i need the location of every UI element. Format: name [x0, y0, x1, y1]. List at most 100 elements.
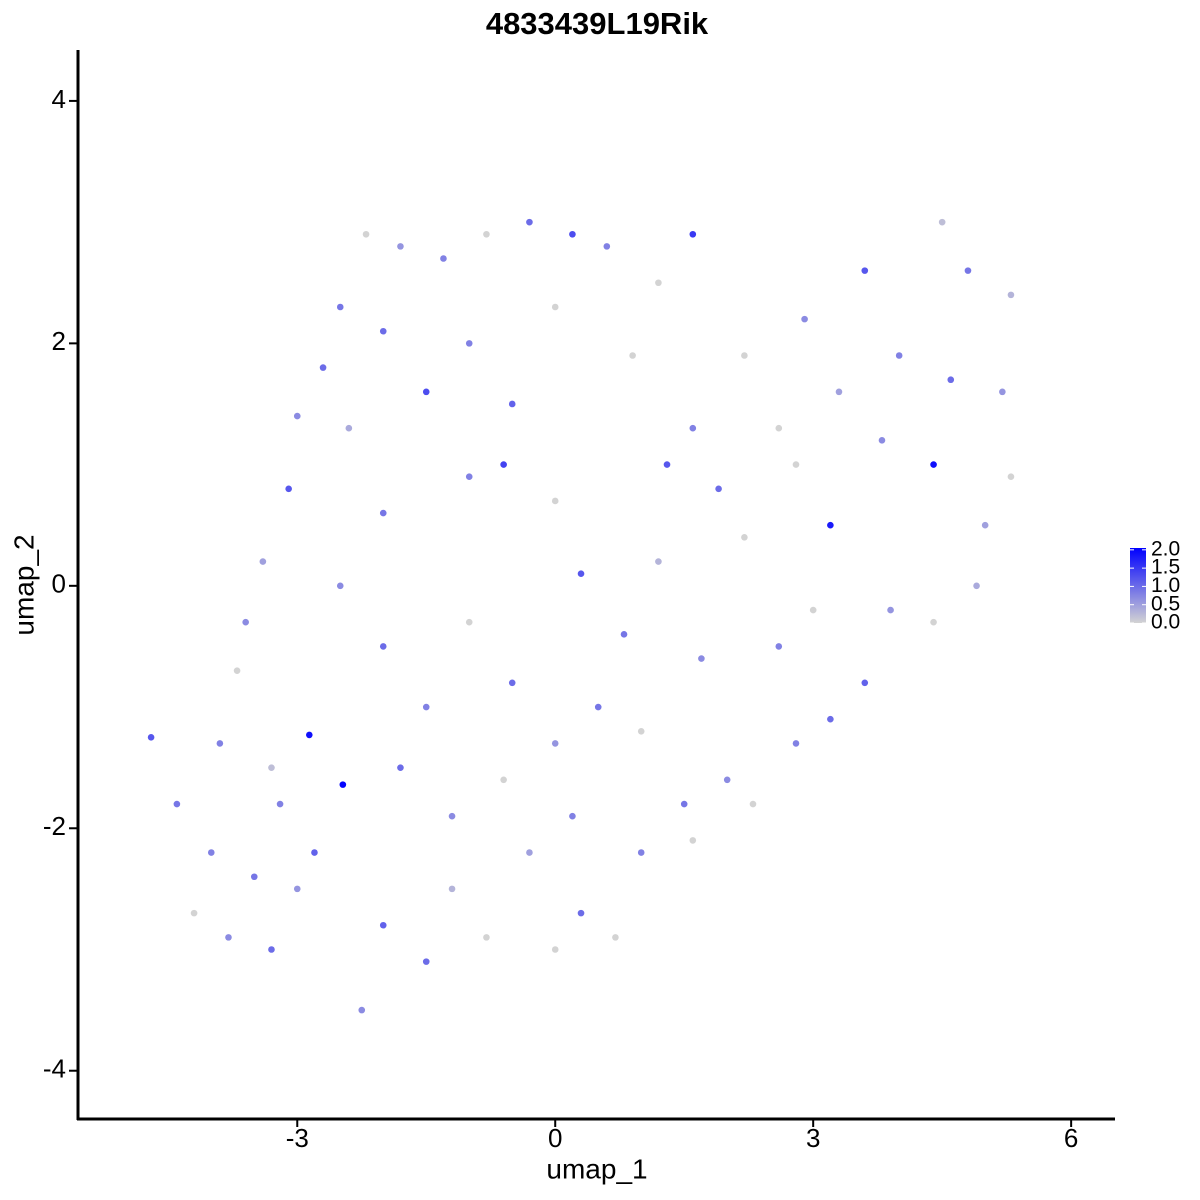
point [775, 643, 783, 650]
y-tick-label: 0 [52, 569, 66, 599]
point [749, 800, 757, 808]
point [895, 352, 903, 359]
point [190, 909, 198, 917]
point [569, 812, 576, 820]
x-axis-title: umap_1 [546, 1153, 647, 1184]
point [293, 885, 301, 893]
point [397, 243, 404, 250]
point [379, 921, 387, 929]
point [809, 606, 817, 614]
point [526, 849, 533, 856]
point [500, 461, 507, 468]
point [827, 715, 834, 723]
point [930, 461, 937, 468]
point [612, 934, 619, 941]
point [551, 946, 559, 953]
point [887, 606, 894, 614]
point [173, 800, 181, 808]
point [526, 218, 533, 226]
point [448, 812, 456, 820]
point [216, 740, 224, 747]
point [577, 570, 585, 577]
point [637, 849, 645, 856]
y-axis-title: umap_2 [8, 534, 39, 635]
point [551, 740, 559, 747]
point [422, 958, 430, 965]
colorbar-label: 1.5 [1151, 556, 1180, 579]
point [233, 667, 241, 674]
point [147, 734, 155, 741]
point [207, 849, 215, 856]
point [336, 303, 344, 311]
point [465, 618, 473, 626]
point [1007, 473, 1015, 481]
colorbar-label: 0.5 [1151, 592, 1180, 615]
colorbar [1130, 548, 1146, 623]
point [878, 437, 886, 444]
point [448, 885, 456, 893]
point [508, 400, 516, 408]
x-tick-label: 6 [1064, 1123, 1078, 1153]
point [861, 679, 869, 687]
point [1007, 291, 1015, 299]
x-tick-label: -3 [286, 1123, 309, 1153]
chart-title: 4833439L19Rik [486, 6, 709, 41]
point [689, 424, 697, 432]
point [293, 412, 301, 420]
point [268, 764, 275, 771]
point [981, 521, 989, 529]
point [698, 655, 705, 662]
point [345, 424, 353, 432]
point [741, 352, 748, 359]
point [500, 776, 507, 784]
point [569, 230, 576, 238]
point [620, 631, 628, 638]
point [362, 230, 370, 238]
point [465, 340, 473, 347]
point [663, 461, 671, 468]
point [655, 279, 662, 287]
point [594, 703, 602, 711]
point [379, 643, 387, 650]
point [319, 364, 327, 371]
point [835, 388, 843, 396]
point [938, 218, 946, 226]
point [379, 327, 387, 335]
point [379, 509, 387, 517]
point [801, 315, 808, 323]
point [723, 776, 731, 784]
point [792, 461, 800, 468]
point [483, 230, 490, 238]
point [483, 934, 490, 941]
x-tick-label: 3 [806, 1123, 820, 1153]
point [637, 727, 645, 735]
point [397, 764, 404, 771]
point [465, 473, 473, 481]
point [242, 618, 249, 626]
point [999, 388, 1006, 396]
point [358, 1006, 366, 1014]
point [336, 582, 344, 590]
point [861, 267, 869, 274]
point [268, 946, 275, 953]
point [827, 521, 834, 529]
point [225, 934, 232, 941]
point [285, 485, 292, 493]
point [741, 534, 748, 541]
point [689, 837, 697, 844]
point [250, 873, 258, 881]
point [276, 800, 284, 808]
x-tick-label: 0 [548, 1123, 562, 1153]
point [964, 267, 972, 274]
y-tick-label: 4 [52, 84, 66, 114]
point [306, 731, 313, 739]
point [311, 849, 318, 856]
point [792, 740, 800, 747]
point [775, 424, 783, 432]
point [339, 781, 347, 788]
point [259, 558, 267, 565]
y-tick-label: -4 [43, 1054, 66, 1084]
point [551, 303, 559, 311]
y-tick-label: 2 [52, 326, 66, 356]
